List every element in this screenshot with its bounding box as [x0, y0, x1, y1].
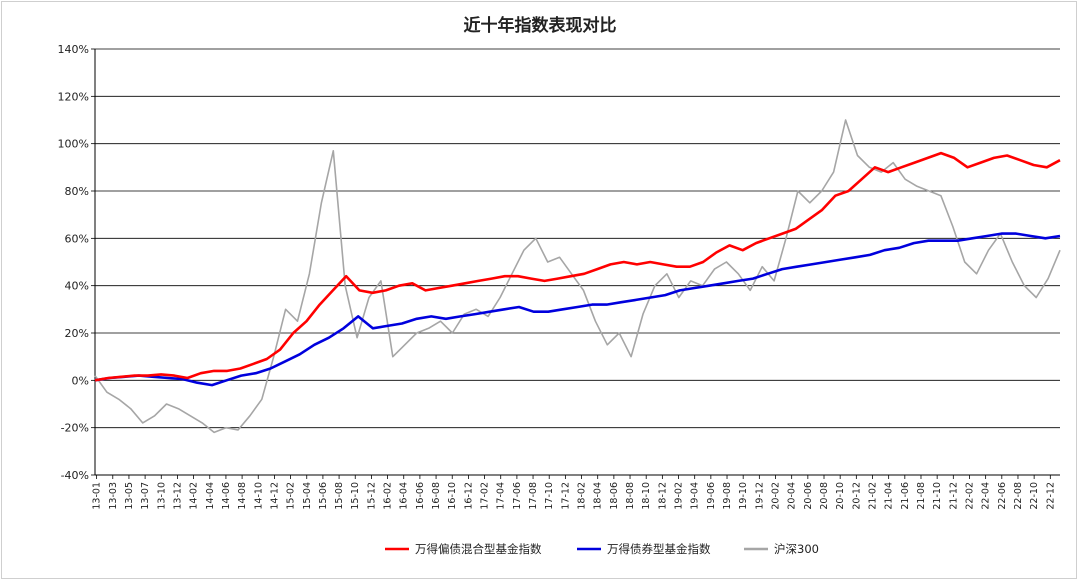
- x-tick-label: 19-08: [722, 482, 733, 510]
- x-tick-label: 19-02: [674, 482, 685, 510]
- y-tick-label: 20%: [65, 327, 89, 340]
- y-tick-label: 80%: [65, 185, 89, 198]
- y-tick-label: 120%: [58, 90, 89, 103]
- series-line-1: [94, 232, 1061, 387]
- x-tick-label: 17-06: [512, 482, 523, 510]
- x-tick-label: 17-12: [560, 482, 571, 510]
- x-tick-label: 16-06: [415, 482, 426, 510]
- x-axis: 13-01 13-03 13-05 13-07 13-10 13-12 14-02 14-04…: [92, 474, 1060, 510]
- x-tick-label: 18-10: [641, 482, 652, 510]
- y-tick-label: -20%: [61, 422, 89, 435]
- x-tick-label: 16-04: [399, 482, 410, 510]
- x-tick-label: 19-04: [690, 482, 701, 510]
- x-tick-label: 14-06: [221, 482, 232, 510]
- x-tick-label: 14-08: [237, 482, 248, 510]
- x-tick-label: 17-10: [544, 482, 555, 510]
- x-tick-label: 21-04: [884, 482, 895, 510]
- legend-label: 沪深300: [774, 542, 819, 556]
- y-tick-label: 0%: [72, 374, 89, 387]
- x-tick-label: 15-12: [366, 482, 377, 510]
- x-tick-label: 20-12: [851, 482, 862, 510]
- x-tick-label: 16-08: [431, 482, 442, 510]
- y-tick-label: 60%: [65, 232, 89, 245]
- x-tick-label: 22-08: [1013, 482, 1024, 510]
- chart-title: 近十年指数表现对比: [464, 15, 617, 36]
- x-tick-label: 13-12: [172, 482, 183, 510]
- x-tick-label: 21-10: [932, 482, 943, 510]
- x-tick-label: 15-04: [302, 482, 313, 510]
- legend-label: 万得债券型基金指数: [607, 542, 711, 556]
- x-tick-label: 13-05: [124, 482, 135, 510]
- series-layer: [94, 119, 1061, 434]
- x-tick-label: 17-08: [528, 482, 539, 510]
- x-tick-label: 19-10: [738, 482, 749, 510]
- y-axis: -40% -20% 0% 20% 40% 60% 80% 100% 120% 140%: [58, 43, 96, 482]
- x-tick-label: 22-04: [981, 482, 992, 510]
- y-tick-label: 140%: [58, 43, 89, 56]
- x-tick-label: 21-02: [867, 482, 878, 510]
- x-tick-label: 13-07: [140, 482, 151, 510]
- x-tick-label: 17-02: [480, 482, 491, 510]
- x-tick-label: 15-08: [334, 482, 345, 510]
- x-tick-label: 18-06: [609, 482, 620, 510]
- legend-label: 万得偏债混合型基金指数: [415, 542, 542, 556]
- x-tick-label: 19-12: [754, 482, 765, 510]
- x-tick-label: 21-12: [948, 482, 959, 510]
- x-tick-label: 20-06: [803, 482, 814, 510]
- x-tick-label: 14-04: [205, 482, 216, 510]
- x-tick-label: 22-02: [964, 482, 975, 510]
- x-tick-label: 22-06: [997, 482, 1008, 510]
- x-tick-label: 21-08: [916, 482, 927, 510]
- y-tick-label: 40%: [65, 280, 89, 293]
- x-tick-label: 18-08: [625, 482, 636, 510]
- x-tick-label: 14-10: [253, 482, 264, 510]
- x-tick-label: 18-04: [593, 482, 604, 510]
- x-tick-label: 14-02: [189, 482, 200, 510]
- x-tick-label: 20-04: [787, 482, 798, 510]
- x-tick-label: 16-10: [447, 482, 458, 510]
- x-tick-label: 18-12: [657, 482, 668, 510]
- x-tick-label: 21-06: [900, 482, 911, 510]
- x-tick-label: 15-06: [318, 482, 329, 510]
- x-tick-label: 16-02: [383, 482, 394, 510]
- grid-lines: [95, 48, 1060, 476]
- x-tick-label: 16-12: [463, 482, 474, 510]
- x-tick-label: 20-02: [771, 482, 782, 510]
- y-tick-label: 100%: [58, 138, 89, 151]
- series-line-0: [94, 151, 1061, 382]
- x-tick-label: 13-10: [156, 482, 167, 510]
- x-tick-label: 19-06: [706, 482, 717, 510]
- x-tick-label: 17-04: [496, 482, 507, 510]
- y-tick-label: -40%: [61, 469, 89, 482]
- x-tick-label: 13-01: [92, 482, 103, 510]
- series-line-2: [94, 119, 1061, 434]
- x-tick-label: 22-10: [1029, 482, 1040, 510]
- x-tick-label: 15-10: [350, 482, 361, 510]
- legend: 万得偏债混合型基金指数 万得债券型基金指数 沪深300: [385, 542, 819, 556]
- x-tick-label: 18-02: [577, 482, 588, 510]
- x-tick-label: 13-03: [108, 482, 119, 510]
- x-tick-label: 14-12: [269, 482, 280, 510]
- x-tick-label: 22-12: [1045, 482, 1056, 510]
- x-tick-label: 15-02: [286, 482, 297, 510]
- x-tick-label: 20-08: [819, 482, 830, 510]
- x-tick-label: 20-10: [835, 482, 846, 510]
